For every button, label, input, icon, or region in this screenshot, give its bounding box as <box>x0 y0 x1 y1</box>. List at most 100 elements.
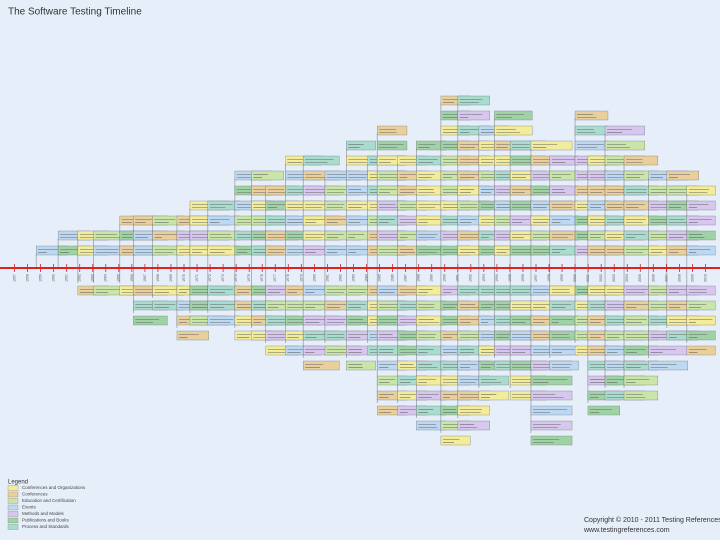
event-box <box>549 200 579 211</box>
year-label: 2000 <box>573 274 577 282</box>
year-label: 1965 <box>117 274 121 282</box>
event-box <box>346 140 376 151</box>
title: The Software Testing Timeline <box>8 7 142 18</box>
year-label: 2009 <box>690 274 694 282</box>
legend-swatch <box>7 498 19 504</box>
year-label: 1961 <box>65 274 69 282</box>
year-label: 1990 <box>443 274 447 282</box>
year-label: 1958 <box>25 274 29 282</box>
event-box <box>478 375 509 386</box>
legend-label: Process and Standards <box>22 524 70 529</box>
event-box <box>376 125 408 136</box>
event-box <box>686 215 716 226</box>
event-box <box>440 435 471 446</box>
event-box <box>587 405 621 416</box>
event-box <box>549 300 579 311</box>
year-label: 1959 <box>39 274 43 282</box>
legend-label: Publications and Books <box>22 518 70 523</box>
event-box <box>574 140 609 151</box>
event-box <box>686 185 716 196</box>
year-label: 1973 <box>221 274 225 282</box>
year-label: 1999 <box>560 274 564 282</box>
legend-title: Legend <box>8 480 28 486</box>
event-box <box>549 330 579 341</box>
year-label: 2001 <box>586 274 590 282</box>
year-label: 1994 <box>495 274 499 282</box>
legend-swatch <box>7 485 19 491</box>
year-label: 1957 <box>12 274 16 282</box>
year-label: 1975 <box>247 274 251 282</box>
year-label: 1970 <box>182 274 186 282</box>
year-label: 1967 <box>143 274 147 282</box>
event-box <box>549 215 579 226</box>
event-box <box>686 245 716 256</box>
event-box <box>574 110 609 121</box>
legend-swatch <box>7 504 19 511</box>
legend-swatch <box>7 524 19 530</box>
event-box <box>530 420 573 431</box>
event-box <box>376 140 408 151</box>
event-box <box>530 435 573 446</box>
event-box <box>549 360 579 371</box>
year-label: 1998 <box>547 274 551 282</box>
legend-label: Events <box>22 505 37 510</box>
event-box <box>457 420 490 431</box>
year-label: 1991 <box>456 274 460 282</box>
event-box <box>648 360 689 371</box>
event-box <box>457 95 490 106</box>
year-label: 1979 <box>299 274 303 282</box>
event-box <box>623 375 659 386</box>
event-boxes <box>35 95 716 446</box>
year-label: 1986 <box>391 274 395 282</box>
year-ticks: 1957 1958 1959 1960 1961 1962 1963 1964 1965 1966… <box>12 264 707 282</box>
event-box <box>623 390 659 401</box>
event-box <box>494 110 533 121</box>
event-box <box>686 200 716 211</box>
event-box <box>549 155 579 166</box>
year-label: 1976 <box>260 274 264 282</box>
year-label: 2008 <box>677 274 681 282</box>
year-label: 1971 <box>195 274 199 282</box>
legend-label: Methods and Models <box>22 511 65 516</box>
event-box <box>549 315 579 326</box>
event-box <box>549 345 579 356</box>
year-label: 1982 <box>338 274 342 282</box>
event-box <box>574 125 609 136</box>
event-box <box>604 125 645 136</box>
event-box <box>530 140 573 151</box>
year-label: 1988 <box>417 274 421 282</box>
year-label: 1964 <box>104 274 108 282</box>
year-label: 1977 <box>273 274 277 282</box>
year-label: 1995 <box>508 274 512 282</box>
event-box <box>686 345 716 356</box>
event-box <box>549 185 579 196</box>
year-label: 2004 <box>625 274 629 282</box>
url: www.testingreferences.com <box>583 527 670 534</box>
legend: Conferences and Organizations Conferences… <box>7 485 86 530</box>
year-label: 1987 <box>404 274 408 282</box>
year-label: 1960 <box>52 274 56 282</box>
year-label: 1989 <box>430 274 434 282</box>
legend-swatch <box>7 491 19 498</box>
copyright: Copyright © 2010 - 2011 Testing Referenc… <box>584 516 720 524</box>
event-box <box>251 170 284 181</box>
legend-label: Conferences <box>22 492 48 497</box>
event-box <box>686 300 716 311</box>
year-label: 1980 <box>312 274 316 282</box>
event-box <box>133 315 168 326</box>
legend-swatch <box>7 517 19 524</box>
year-label: 2007 <box>664 274 668 282</box>
event-box <box>686 330 716 341</box>
event-box <box>176 330 209 341</box>
event-box <box>604 140 645 151</box>
legend-label: Conferences and Organizations <box>22 485 86 490</box>
event-box <box>549 230 579 241</box>
year-label: 1993 <box>482 274 486 282</box>
year-label: 1978 <box>286 274 290 282</box>
year-label: 1969 <box>169 274 173 282</box>
year-label: 2005 <box>638 274 642 282</box>
year-label: 1963 <box>91 274 95 282</box>
year-label: 2010 <box>703 274 707 282</box>
event-box <box>530 375 573 386</box>
event-box <box>457 405 490 416</box>
